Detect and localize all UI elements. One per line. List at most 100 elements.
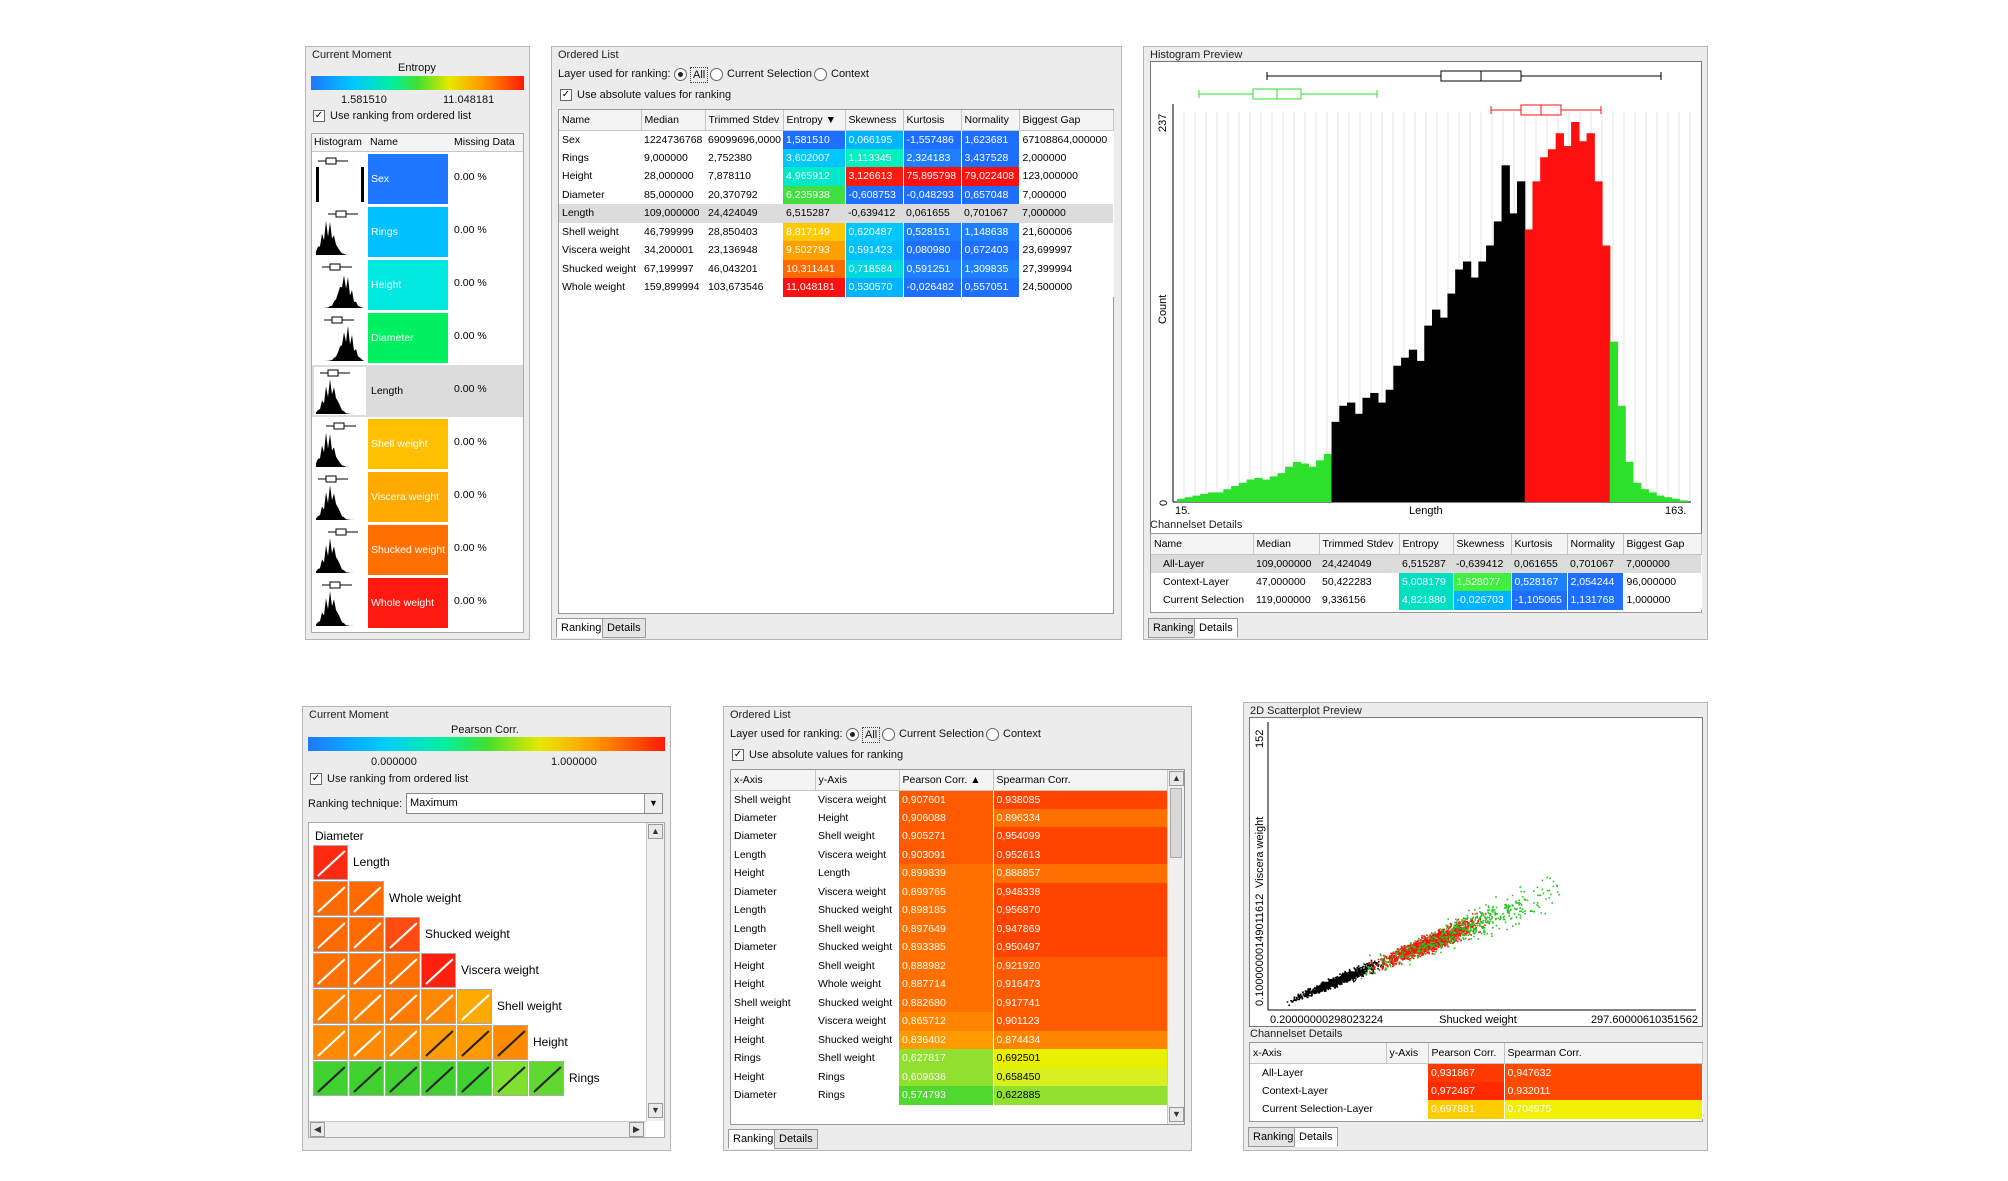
list-item[interactable]: Shucked weight 0.00 % (312, 524, 523, 576)
column-header[interactable]: Kurtosis (903, 110, 962, 131)
matrix-cell[interactable] (457, 1025, 492, 1060)
table-row[interactable]: Height Viscera weight 0,865712 0,901123 (731, 1012, 1168, 1031)
table-row[interactable]: All-Layer 0,931867 0,947632 (1250, 1063, 1703, 1082)
matrix-cell[interactable] (385, 953, 420, 988)
column-header[interactable]: Spearman Corr. (993, 770, 1168, 791)
table-row[interactable]: Shell weight Viscera weight 0,907601 0,9380… (731, 790, 1168, 809)
scroll-thumb[interactable] (1170, 788, 1182, 858)
table-row[interactable]: Length 109,000000 24,424049 6,515287 -0,6394… (559, 204, 1113, 223)
scroll-left-button[interactable]: ◀ (310, 1122, 325, 1137)
table-row[interactable]: Viscera weight 34,200001 23,136948 9,502793… (559, 241, 1113, 260)
scrollbar-vertical[interactable]: ▲ ▼ (1167, 770, 1184, 1124)
table-row[interactable]: Height 28,000000 7,878110 4,965912 3,126613 7… (559, 167, 1113, 186)
column-header[interactable]: Skewness (1453, 534, 1512, 555)
table-row[interactable]: Diameter Shucked weight 0,893385 0,950497 (731, 938, 1168, 957)
matrix-cell[interactable] (421, 989, 456, 1024)
column-header[interactable]: Name (1151, 534, 1254, 555)
matrix-cell[interactable] (493, 1025, 528, 1060)
radio-current-selection[interactable] (710, 68, 723, 81)
tab-ranking[interactable]: Ranking (1148, 618, 1199, 638)
column-header[interactable]: Biggest Gap (1623, 534, 1702, 555)
table-row[interactable]: Rings 9,000000 2,752380 3,602007 1,113345 2,3… (559, 148, 1113, 167)
scroll-down-button[interactable]: ▼ (1169, 1107, 1184, 1122)
column-header[interactable]: Trimmed Stdev (705, 110, 784, 131)
histogram-chart[interactable]: 237 0 Count 15. Length 163. (1151, 62, 1701, 548)
table-row[interactable]: Height Shucked weight 0,836402 0,874434 (731, 1030, 1168, 1049)
matrix-cell[interactable] (385, 989, 420, 1024)
matrix-cell[interactable] (493, 1061, 528, 1096)
matrix-cell[interactable] (349, 953, 384, 988)
column-header[interactable]: Entropy ▼ (783, 110, 846, 131)
matrix-cell[interactable] (313, 989, 348, 1024)
scroll-up-button[interactable]: ▲ (648, 824, 663, 839)
column-header[interactable]: Spearman Corr. (1504, 1043, 1703, 1064)
matrix-cell[interactable] (421, 953, 456, 988)
tab-details[interactable]: Details (1294, 1127, 1338, 1147)
matrix-cell[interactable] (313, 1061, 348, 1096)
list-item[interactable]: Viscera weight 0.00 % (312, 471, 523, 523)
radio-current-selection[interactable] (882, 728, 895, 741)
radio-context[interactable] (986, 728, 999, 741)
table-row[interactable]: Shucked weight 67,199997 46,043201 10,31144… (559, 259, 1113, 278)
column-header[interactable]: Normality (961, 110, 1020, 131)
matrix-cell[interactable] (421, 1061, 456, 1096)
column-header[interactable]: Median (641, 110, 706, 131)
table-row[interactable]: Diameter Rings 0,574793 0,622885 (731, 1086, 1168, 1105)
scatterplot-chart[interactable]: 152 Viscera weight 0.10000000149011612 0.20… (1250, 718, 1702, 1026)
col-name[interactable]: Name (370, 136, 399, 148)
table-row[interactable]: Height Shell weight 0,888982 0,921920 (731, 956, 1168, 975)
matrix-cell[interactable] (349, 917, 384, 952)
list-item[interactable]: Whole weight 0.00 % (312, 577, 523, 629)
column-header[interactable]: Skewness (845, 110, 904, 131)
tab-details[interactable]: Details (1194, 618, 1238, 638)
matrix-cell[interactable] (349, 1025, 384, 1060)
column-header[interactable]: x-Axis (731, 770, 816, 791)
column-header[interactable]: Trimmed Stdev (1319, 534, 1400, 555)
table-row[interactable]: Height Whole weight 0,887714 0,916473 (731, 975, 1168, 994)
column-header[interactable]: Pearson Corr. ▲ (899, 770, 994, 791)
col-histogram[interactable]: Histogram (314, 136, 362, 148)
column-header[interactable]: Normality (1567, 534, 1624, 555)
chevron-down-icon[interactable]: ▼ (644, 794, 662, 813)
table-row[interactable]: Whole weight 159,899994 103,673546 11,04818… (559, 278, 1113, 297)
table-row[interactable]: Height Length 0,899839 0,888857 (731, 864, 1168, 883)
scroll-down-button[interactable]: ▼ (648, 1103, 663, 1118)
list-item[interactable]: Height 0.00 % (312, 259, 523, 311)
scroll-right-button[interactable]: ▶ (629, 1122, 644, 1137)
list-item[interactable]: Rings 0.00 % (312, 206, 523, 258)
list-item[interactable]: Sex 0.00 % (312, 153, 523, 205)
table-row[interactable]: Current Selection-Layer 0,697881 0,704975 (1250, 1100, 1703, 1119)
tab-ranking[interactable]: Ranking (556, 618, 607, 638)
radio-all[interactable] (846, 728, 859, 741)
column-header[interactable]: Median (1253, 534, 1320, 555)
list-item[interactable]: Shell weight 0.00 % (312, 418, 523, 470)
table-row[interactable]: Height Rings 0,609636 0,658450 (731, 1067, 1168, 1086)
table-row[interactable]: Diameter Height 0,906088 0,896334 (731, 808, 1168, 827)
matrix-cell[interactable] (385, 917, 420, 952)
matrix-cell[interactable] (313, 953, 348, 988)
radio-all[interactable] (674, 68, 687, 81)
matrix-cell[interactable] (421, 1025, 456, 1060)
scroll-up-button[interactable]: ▲ (1169, 771, 1184, 786)
table-row[interactable]: Length Viscera weight 0,903091 0,952613 (731, 845, 1168, 864)
scrollbar-vertical[interactable]: ▲ ▼ (646, 823, 664, 1121)
matrix-cell[interactable] (313, 881, 348, 916)
matrix-cell[interactable] (385, 1025, 420, 1060)
matrix-cell[interactable] (313, 917, 348, 952)
table-row[interactable]: All-Layer 109,000000 24,424049 6,515287 -0,6… (1151, 554, 1701, 573)
use-ranking-checkbox[interactable]: ✓ (310, 773, 322, 785)
tab-ranking[interactable]: Ranking (1248, 1127, 1299, 1147)
column-header[interactable]: Entropy (1399, 534, 1454, 555)
table-row[interactable]: Length Shell weight 0,897649 0,947869 (731, 919, 1168, 938)
matrix-cell[interactable] (457, 1061, 492, 1096)
use-ranking-checkbox[interactable]: ✓ (313, 110, 325, 122)
matrix-cell[interactable] (385, 1061, 420, 1096)
column-header[interactable]: Biggest Gap (1019, 110, 1114, 131)
table-row[interactable]: Diameter Viscera weight 0,899765 0,948338 (731, 882, 1168, 901)
table-row[interactable]: Rings Shell weight 0,627817 0,692501 (731, 1049, 1168, 1068)
scrollbar-horizontal[interactable]: ◀ ▶ (309, 1121, 646, 1137)
matrix-cell[interactable] (313, 845, 348, 880)
tab-details[interactable]: Details (602, 618, 646, 638)
col-missing[interactable]: Missing Data (454, 136, 515, 148)
table-row[interactable]: Shell weight 46,799999 28,850403 8,817149 0,… (559, 222, 1113, 241)
